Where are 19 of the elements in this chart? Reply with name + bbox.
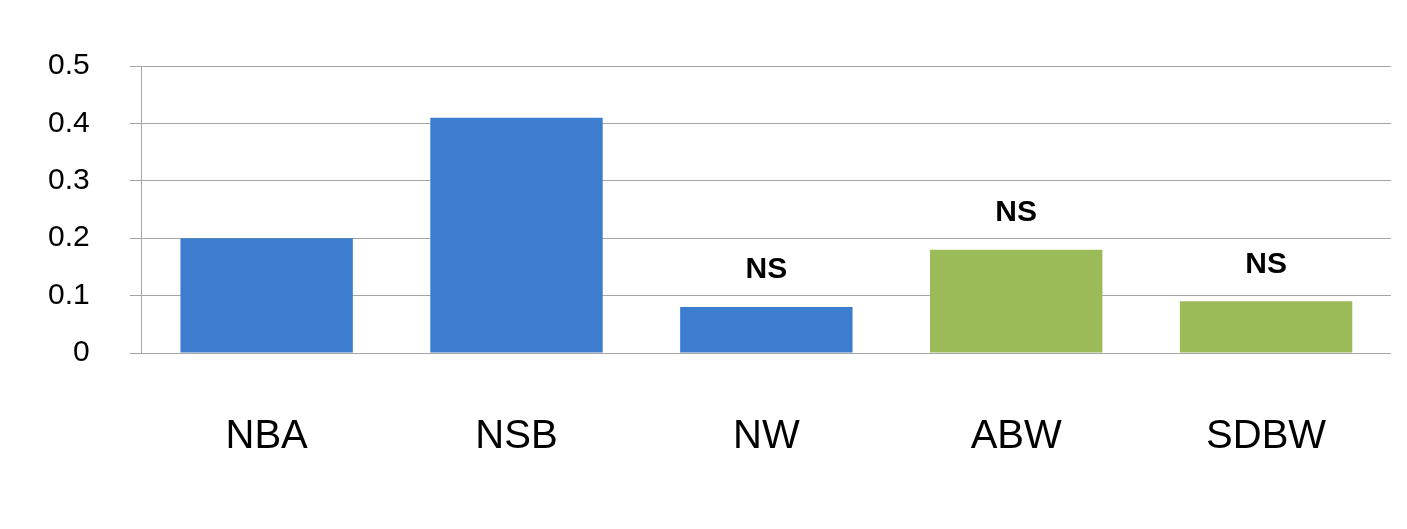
- bar: [680, 307, 853, 353]
- x-tick-label: NSB: [475, 412, 558, 457]
- y-tick-label: 0: [73, 334, 90, 368]
- y-tick-label: 0.1: [47, 276, 90, 310]
- bar: [430, 117, 603, 353]
- y-tick-label: 0.5: [47, 47, 90, 81]
- bar: [1179, 301, 1353, 353]
- bar: [930, 249, 1103, 353]
- x-tick-label: ABW: [970, 412, 1063, 457]
- y-tick-label: 0.2: [47, 219, 90, 253]
- annotation: NS: [1245, 245, 1287, 279]
- y-tick-label: 0.4: [47, 104, 90, 138]
- bar: [180, 238, 353, 353]
- x-tick-label: NW: [733, 412, 800, 457]
- annotation: NS: [995, 193, 1038, 227]
- annotation: NS: [745, 251, 788, 285]
- x-tick-label: NBA: [225, 412, 309, 457]
- x-tick-label: SDBW: [1206, 412, 1327, 457]
- y-tick-label: 0.3: [47, 162, 90, 196]
